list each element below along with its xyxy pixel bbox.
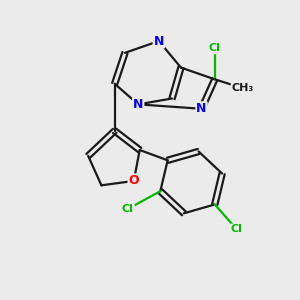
Text: O: O <box>128 174 139 188</box>
Text: N: N <box>133 98 143 111</box>
Text: Cl: Cl <box>209 44 221 53</box>
Text: Cl: Cl <box>122 204 134 214</box>
Text: N: N <box>154 34 164 48</box>
Text: Cl: Cl <box>231 224 243 235</box>
Text: N: N <box>196 102 207 115</box>
Text: CH₃: CH₃ <box>232 83 254 93</box>
